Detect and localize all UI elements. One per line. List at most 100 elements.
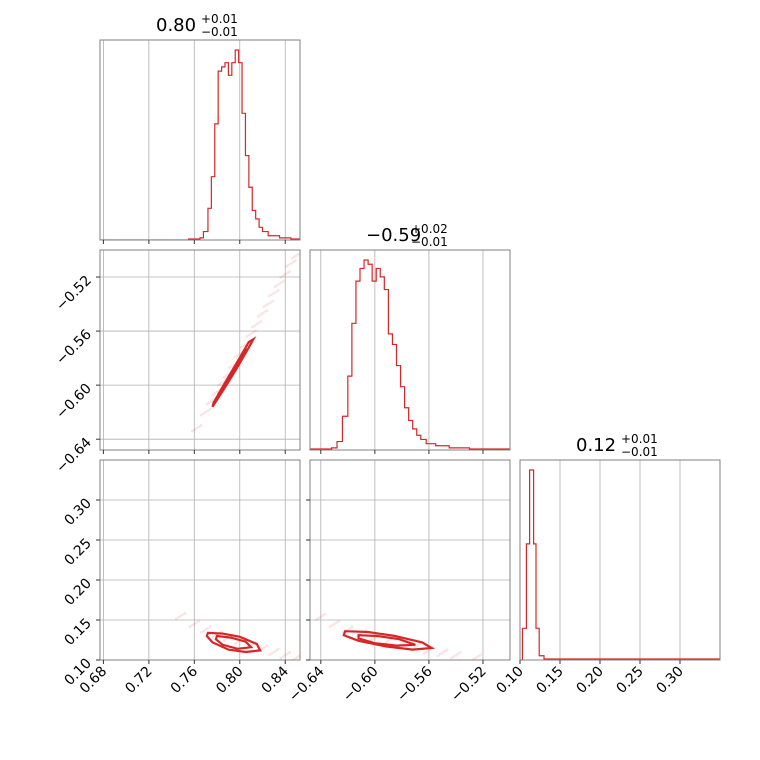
sample-point — [297, 654, 300, 658]
sample-point — [283, 653, 287, 657]
histogram-step-1 — [310, 259, 510, 450]
sample-point — [224, 637, 228, 641]
panel-1-0: −0.64 −0.60 −0.56 −0.52 — [53, 249, 301, 476]
x-tick-label: 0.76 — [168, 663, 201, 696]
sample-point — [213, 634, 217, 638]
sample-point — [215, 390, 219, 394]
title-minus: −0.01 — [411, 235, 448, 249]
sample-point — [233, 355, 237, 359]
sample-point — [271, 299, 274, 303]
contour-level-0 — [205, 631, 262, 654]
sample-point — [337, 619, 341, 623]
sample-point — [222, 639, 226, 642]
sample-point — [192, 428, 196, 432]
sample-point — [262, 305, 266, 309]
sample-point — [278, 282, 281, 286]
sample-point — [286, 271, 289, 275]
sample-point — [255, 322, 259, 326]
sample-point — [202, 412, 205, 415]
sample-point — [289, 262, 293, 265]
contour-level-1 — [214, 634, 254, 650]
title-minus: −0.01 — [201, 25, 238, 39]
panel-frame — [99, 39, 301, 241]
sample-point — [479, 653, 483, 657]
sample-point — [454, 653, 458, 657]
sample-point — [285, 264, 288, 268]
sample-point — [414, 645, 417, 649]
sample-point — [208, 625, 212, 629]
sample-point — [371, 637, 375, 641]
title-minus: −0.01 — [621, 445, 658, 459]
title-plus: +0.02 — [411, 222, 448, 236]
sample-point — [456, 652, 460, 656]
y-tick-label: −0.60 — [53, 381, 95, 423]
sample-point — [319, 615, 323, 619]
sample-point — [192, 622, 196, 626]
panel-content — [174, 611, 300, 660]
sample-point — [273, 285, 277, 288]
sample-point — [317, 616, 321, 620]
sample-point — [321, 614, 325, 617]
sample-point — [211, 393, 215, 397]
sample-point — [281, 274, 285, 278]
sample-point — [436, 654, 440, 657]
sample-point — [245, 335, 249, 338]
sample-point — [297, 252, 300, 256]
x-tick-label: 0.25 — [613, 664, 646, 697]
sample-point — [221, 381, 225, 384]
panel-2-0: 0.68 0.72 0.76 0.80 0.840.100.150.200.250.30 — [61, 459, 301, 697]
sample-point — [315, 618, 318, 621]
sample-point — [195, 426, 198, 430]
sample-point — [254, 329, 257, 333]
sample-point — [427, 649, 431, 652]
sample-point — [220, 630, 223, 633]
sample-point — [416, 644, 420, 648]
sample-point — [328, 625, 332, 629]
sample-point — [216, 383, 220, 387]
sample-point — [199, 424, 203, 427]
sample-point — [423, 651, 426, 655]
panel-2-1: −0.64 −0.60 −0.56 −0.52 — [286, 459, 511, 705]
sample-point — [295, 254, 298, 257]
sample-point — [206, 626, 210, 630]
sample-point — [211, 635, 215, 639]
panel-content — [190, 251, 300, 433]
sample-point — [239, 345, 243, 349]
sample-point — [350, 625, 354, 629]
sample-point — [241, 344, 245, 348]
sample-point — [268, 294, 271, 298]
sample-point — [332, 622, 336, 626]
sample-point — [205, 402, 209, 406]
sample-point — [207, 401, 211, 405]
sample-point — [288, 651, 292, 654]
sample-point — [275, 283, 279, 287]
sample-point — [261, 647, 264, 651]
sample-point — [276, 289, 280, 292]
sample-point — [418, 643, 422, 646]
panel-frame — [519, 459, 721, 661]
sample-point — [268, 301, 272, 305]
x-tick-label: 0.10 — [493, 664, 526, 697]
sample-point — [197, 425, 201, 429]
contour-level-1 — [215, 347, 248, 400]
sample-point — [199, 413, 203, 417]
sample-point — [281, 655, 285, 658]
sample-point — [283, 272, 287, 276]
panel-1-1: −0.59+0.02−0.01 — [309, 222, 511, 454]
sample-point — [233, 642, 237, 645]
panel-content — [100, 49, 300, 240]
panel-frame — [309, 459, 511, 661]
sample-point — [335, 621, 338, 624]
marginal-title-0: 0.80 — [156, 15, 196, 36]
sample-point — [274, 290, 278, 294]
sample-point — [228, 366, 232, 370]
sample-point — [236, 640, 239, 644]
sample-point — [253, 324, 257, 328]
sample-point — [276, 647, 280, 651]
sample-point — [190, 624, 194, 627]
sample-point — [386, 639, 390, 643]
sample-point — [188, 625, 192, 629]
sample-point — [261, 312, 264, 315]
sample-point — [222, 375, 226, 379]
sample-point — [443, 650, 447, 653]
